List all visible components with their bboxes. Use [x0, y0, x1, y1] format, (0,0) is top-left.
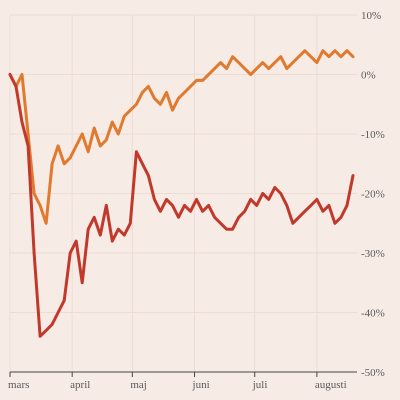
x-tick-label: juni	[192, 379, 210, 391]
x-tick-label: maj	[130, 379, 147, 391]
x-tick-label: april	[70, 379, 90, 391]
y-tick-label: -20%	[361, 189, 385, 201]
y-tick-label: 10%	[361, 10, 381, 22]
series-line-2	[8, 73, 355, 338]
y-tick-label: 0%	[361, 70, 376, 82]
y-axis-labels: 10% 0% -10% -20% -30% -40% -50%	[361, 10, 385, 379]
y-tick-label: -40%	[361, 308, 385, 320]
x-axis-labels: mars april maj juni juli augusti	[8, 379, 347, 391]
x-axis	[9, 371, 357, 377]
grid-lines	[9, 14, 357, 373]
series-line-1	[8, 49, 355, 225]
x-tick-label: augusti	[315, 379, 347, 391]
x-tick-label: mars	[8, 379, 29, 391]
y-tick-label: -50%	[361, 367, 385, 379]
y-tick-label: -30%	[361, 248, 385, 260]
series-lines	[8, 49, 355, 338]
x-tick-label: juli	[252, 379, 268, 391]
y-tick-label: -10%	[361, 129, 385, 141]
